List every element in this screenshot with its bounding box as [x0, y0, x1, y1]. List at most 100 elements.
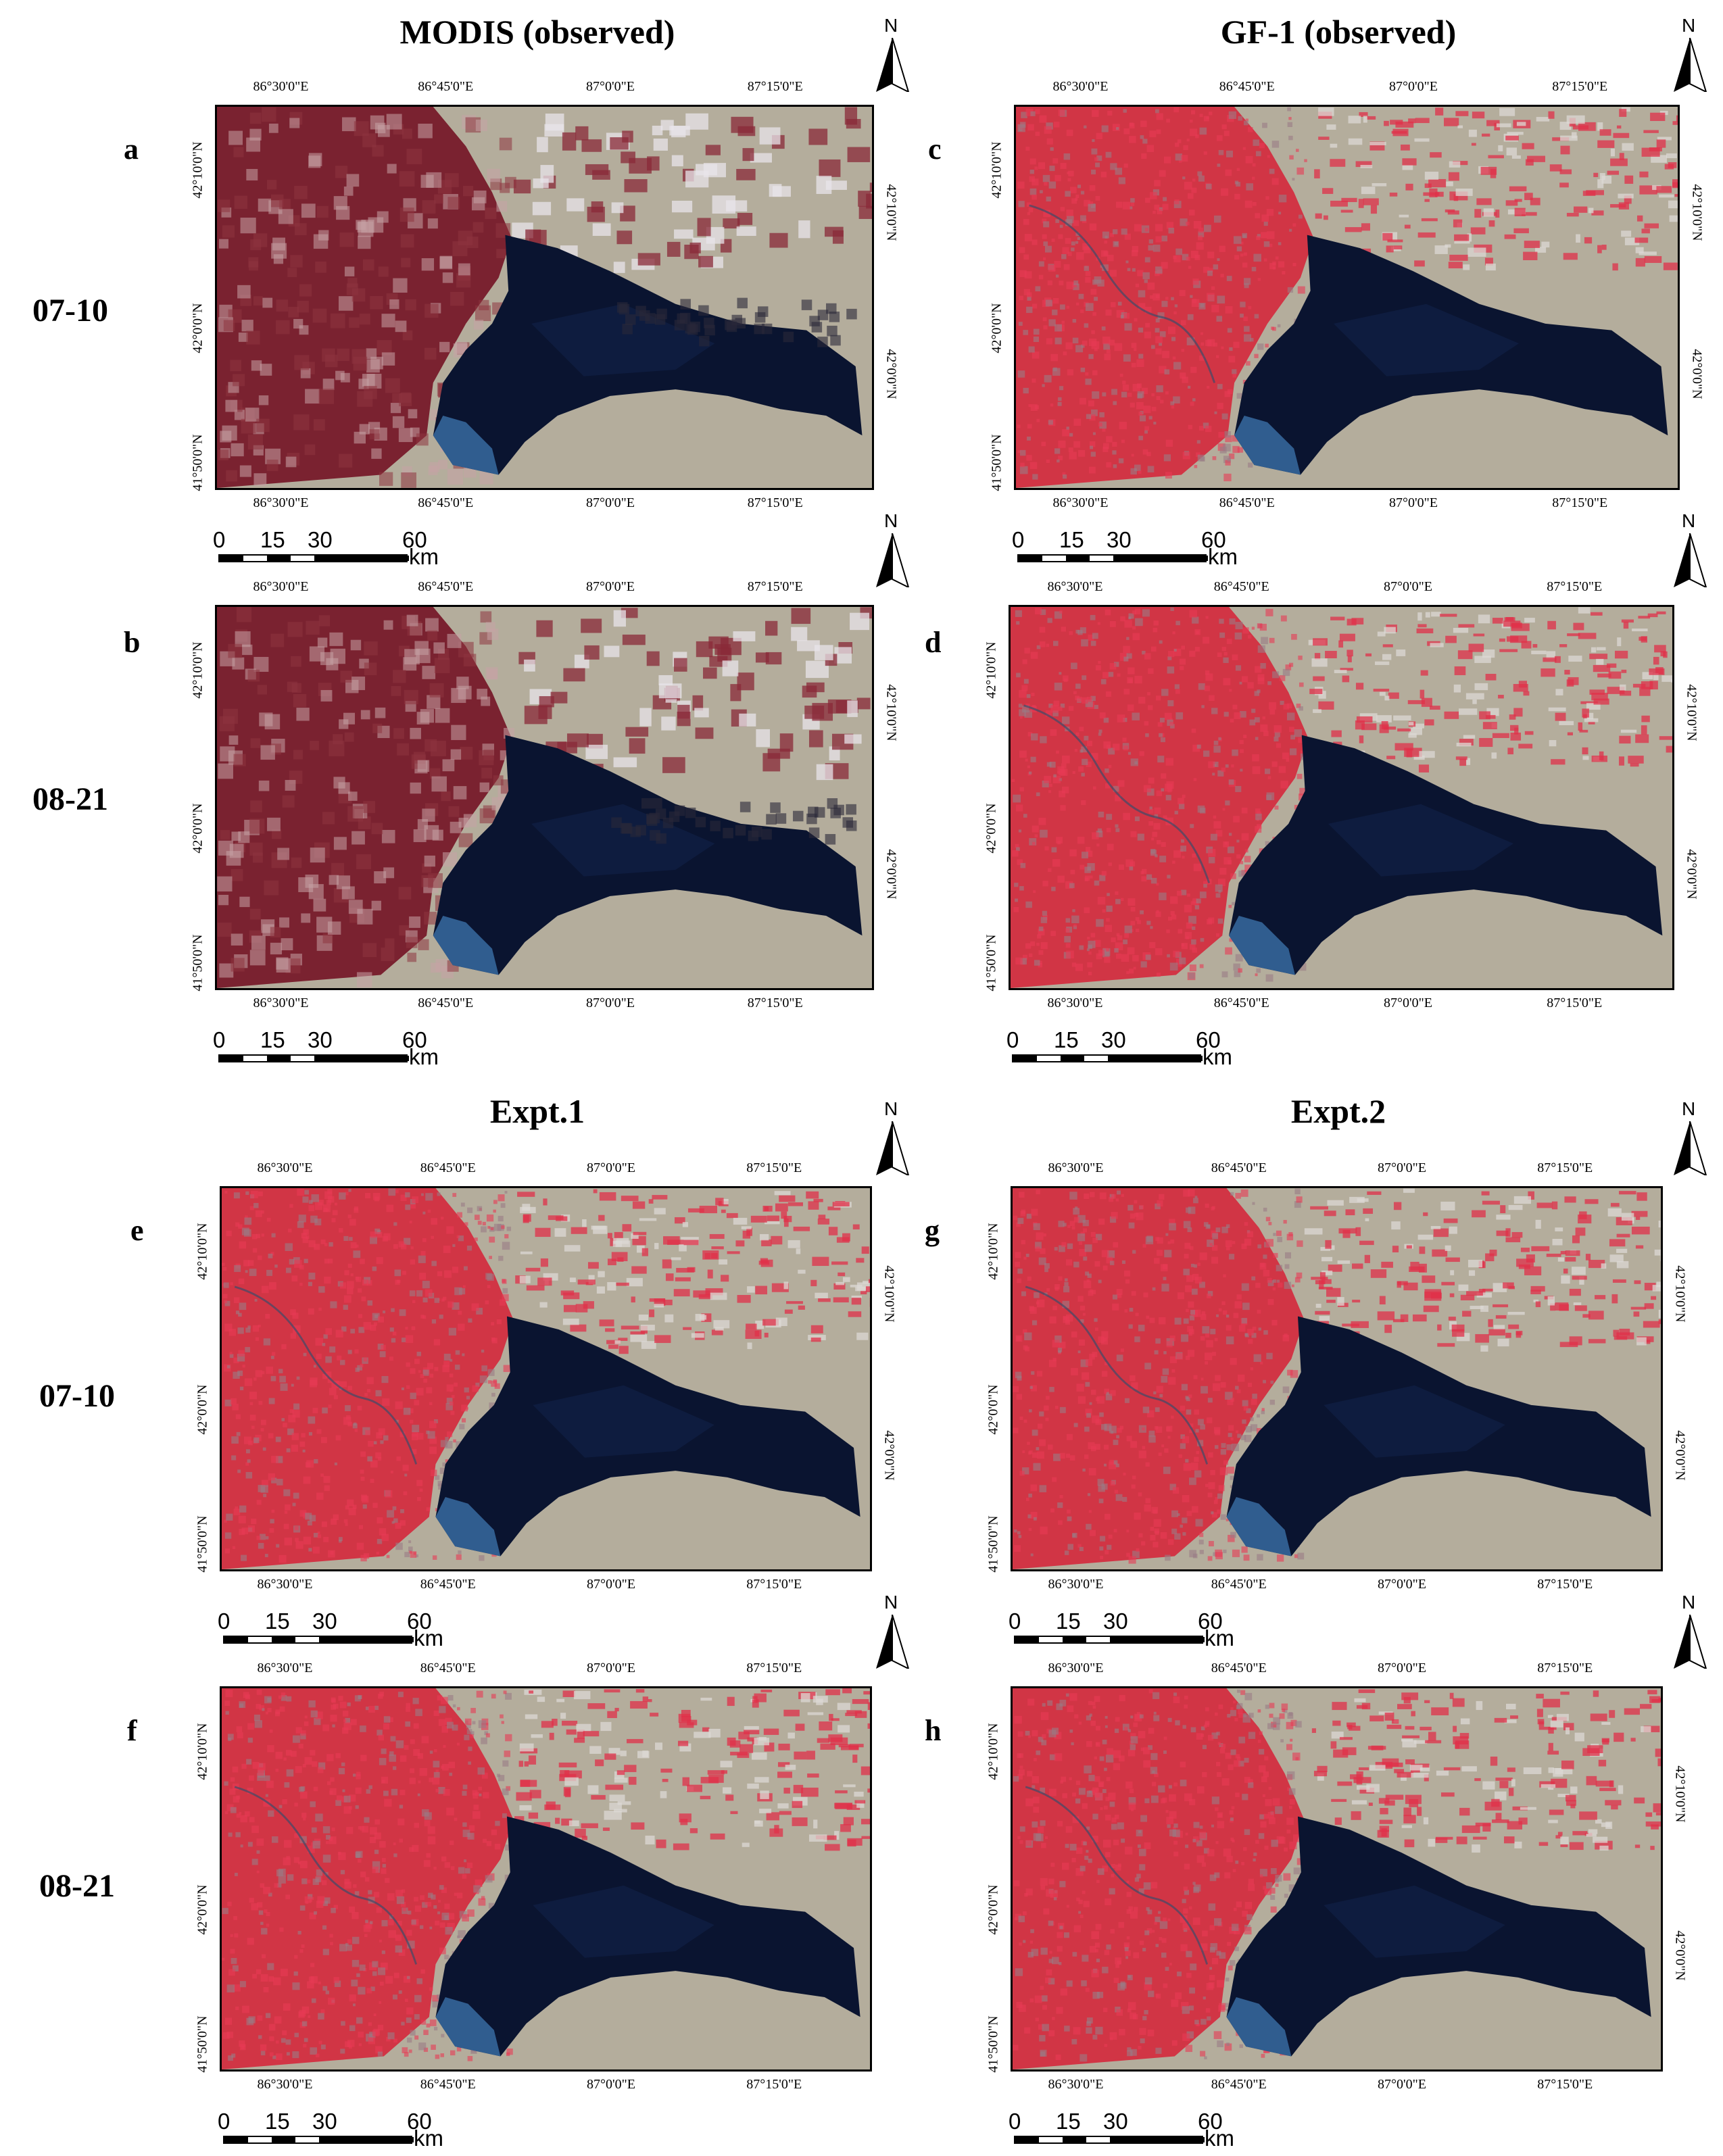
- lon-tick-top-a-3: 87°15'0"E: [747, 79, 803, 94]
- lat-tick-left-a-1: 42°0'0"N: [190, 302, 205, 353]
- map-panel-f: [220, 1686, 872, 2072]
- north-arrow-glyph-f: [876, 1615, 910, 1669]
- panel-letter-g: g: [925, 1214, 940, 1247]
- scale-bar-segment-d-1: [1037, 1056, 1061, 1061]
- lat-tick-left-h-1: 42°0'0"N: [986, 1884, 1001, 1935]
- scale-label-b-3: 60: [402, 1027, 427, 1052]
- scale-label-c-2: 30: [1107, 527, 1132, 552]
- lat-tick-left-d-1: 42°0'0"N: [984, 802, 999, 854]
- satellite-image: [222, 1188, 870, 1569]
- scale-bar-segment-d-4: [1108, 1056, 1203, 1061]
- scale-label-b-1: 15: [260, 1027, 285, 1052]
- map-panel-e: [220, 1186, 872, 1571]
- scale-label-f-1: 15: [265, 2109, 290, 2134]
- panel-letter-f: f: [127, 1714, 137, 1747]
- satellite-image: [1011, 607, 1672, 988]
- lat-tick-right-a-0: 42°10'0"N: [883, 183, 899, 241]
- scale-label-d-0: 0: [1006, 1027, 1019, 1052]
- scale-label-e-3: 60: [407, 1609, 432, 1634]
- lon-tick-bottom-c-0: 86°30'0"E: [1052, 495, 1109, 510]
- scale-unit-g: km: [1205, 1625, 1234, 1650]
- date-label-row3: 07-10: [39, 1378, 115, 1414]
- scale-unit-b: km: [409, 1044, 439, 1069]
- lon-tick-bottom-g-2: 87°0'0"E: [1378, 1577, 1426, 1592]
- lon-tick-top-g-1: 86°45'0"E: [1211, 1160, 1267, 1175]
- scale-bar-segment-g-0: [1015, 1637, 1039, 1642]
- scale-bar-segment-e-2: [272, 1637, 295, 1642]
- lat-tick-left-g-2: 41°50'0"N: [986, 1515, 1001, 1573]
- scale-bar-segment-g-4: [1110, 1637, 1205, 1642]
- lon-tick-bottom-a-0: 86°30'0"E: [253, 495, 309, 510]
- date-label-row2: 08-21: [32, 781, 108, 817]
- lon-tick-bottom-g-0: 86°30'0"E: [1048, 1577, 1104, 1592]
- lon-tick-top-f-0: 86°30'0"E: [257, 1661, 313, 1675]
- lon-tick-bottom-d-1: 86°45'0"E: [1213, 996, 1269, 1010]
- lat-tick-right-d-1: 42°0'0"N: [1684, 849, 1699, 900]
- lon-tick-top-h-3: 87°15'0"E: [1537, 1661, 1593, 1675]
- scale-bar-segment-b-2: [267, 1056, 291, 1061]
- title-expt2: Expt.2: [1290, 1092, 1386, 1130]
- lon-tick-bottom-b-0: 86°30'0"E: [253, 996, 309, 1010]
- lat-tick-left-c-0: 42°10'0"N: [989, 141, 1004, 199]
- lon-tick-top-d-0: 86°30'0"E: [1047, 579, 1103, 594]
- lat-tick-right-a-1: 42°0'0"N: [883, 349, 899, 399]
- lon-tick-top-c-3: 87°15'0"E: [1552, 79, 1608, 94]
- scale-label-a-3: 60: [402, 527, 427, 552]
- north-label-g: N: [1682, 1098, 1696, 1119]
- scale-bar-segment-f-0: [224, 2137, 248, 2142]
- scale-label-g-3: 60: [1198, 1609, 1223, 1634]
- title-modis: MODIS (observed): [399, 13, 675, 51]
- lat-tick-left-h-0: 42°10'0"N: [986, 1723, 1001, 1780]
- scale-bar-segment-c-0: [1019, 556, 1042, 561]
- scale-bar-segment-h-3: [1086, 2137, 1110, 2142]
- lat-tick-left-e-0: 42°10'0"N: [195, 1223, 210, 1280]
- lon-tick-bottom-b-1: 86°45'0"E: [418, 996, 474, 1010]
- lon-tick-top-d-1: 86°45'0"E: [1213, 579, 1269, 594]
- scale-label-h-2: 30: [1103, 2109, 1128, 2134]
- scale-label-g-2: 30: [1103, 1609, 1128, 1634]
- scale-label-c-3: 60: [1201, 527, 1226, 552]
- lat-tick-left-f-1: 42°0'0"N: [195, 1884, 210, 1935]
- scale-bar-segment-f-4: [319, 2137, 414, 2142]
- scale-label-g-0: 0: [1009, 1609, 1021, 1634]
- lon-tick-top-b-0: 86°30'0"E: [253, 579, 309, 594]
- lat-tick-right-c-1: 42°0'0"N: [1689, 349, 1705, 399]
- panel-letter-h: h: [925, 1714, 942, 1747]
- lon-tick-bottom-c-3: 87°15'0"E: [1552, 495, 1608, 510]
- scale-label-d-1: 15: [1054, 1027, 1079, 1052]
- lat-tick-right-c-0: 42°10'0"N: [1689, 183, 1705, 241]
- north-arrow-glyph-b: [876, 533, 910, 587]
- scale-bar-segment-f-2: [272, 2137, 295, 2142]
- scale-label-b-2: 30: [308, 1027, 333, 1052]
- lon-tick-top-a-1: 86°45'0"E: [418, 79, 474, 94]
- north-arrow-icon-h: N: [1670, 1592, 1710, 1669]
- scale-bar-e: [223, 1636, 414, 1644]
- date-label-row1: 07-10: [32, 293, 108, 328]
- panel-letter-b: b: [124, 626, 141, 659]
- scale-bar-segment-e-0: [224, 1637, 248, 1642]
- scale-bar-segment-b-3: [291, 1056, 314, 1061]
- scale-bar-segment-f-1: [248, 2137, 272, 2142]
- lon-tick-bottom-h-3: 87°15'0"E: [1537, 2077, 1593, 2092]
- panel-letter-e: e: [130, 1214, 144, 1247]
- map-panel-h: [1011, 1686, 1663, 2072]
- lon-tick-bottom-g-3: 87°15'0"E: [1537, 1577, 1593, 1592]
- lon-tick-bottom-h-0: 86°30'0"E: [1048, 2077, 1104, 2092]
- lon-tick-bottom-b-3: 87°15'0"E: [747, 996, 803, 1010]
- scale-bar-segment-h-4: [1110, 2137, 1205, 2142]
- lon-tick-bottom-f-0: 86°30'0"E: [257, 2077, 313, 2092]
- scale-label-f-0: 0: [218, 2109, 230, 2134]
- lat-tick-left-d-0: 42°10'0"N: [984, 641, 999, 699]
- lat-tick-left-b-1: 42°0'0"N: [190, 802, 205, 854]
- lon-tick-bottom-f-3: 87°15'0"E: [746, 2077, 802, 2092]
- panel-letter-a: a: [124, 132, 139, 166]
- scale-bar-segment-a-0: [220, 556, 243, 561]
- lat-tick-left-g-1: 42°0'0"N: [986, 1383, 1001, 1435]
- lon-tick-top-d-2: 87°0'0"E: [1384, 579, 1432, 594]
- date-label-row4: 08-21: [39, 1868, 115, 1904]
- scale-label-e-1: 15: [265, 1609, 290, 1634]
- title-gf1: GF-1 (observed): [1220, 13, 1457, 51]
- scale-bar-d: [1012, 1054, 1203, 1062]
- scale-label-b-0: 0: [213, 1027, 226, 1052]
